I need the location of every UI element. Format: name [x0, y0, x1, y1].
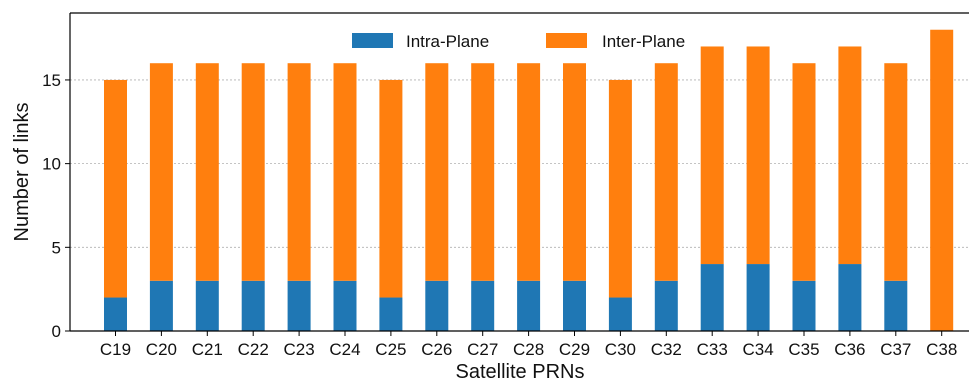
y-tick-label: 0 — [52, 322, 61, 341]
bar-intra-plane-c29 — [563, 280, 586, 331]
bar-intra-plane-c20 — [149, 280, 173, 331]
bar-intra-plane-c21 — [195, 280, 219, 331]
bar-intra-plane-c36 — [838, 264, 862, 331]
bar-inter-plane-c28 — [517, 63, 541, 281]
x-tick-label: C25 — [375, 340, 406, 359]
legend-swatch — [352, 33, 393, 48]
y-tick-label: 5 — [52, 238, 61, 257]
bar-intra-plane-c37 — [884, 280, 908, 331]
bar-inter-plane-c27 — [471, 63, 495, 281]
x-tick-label: C26 — [421, 340, 452, 359]
bar-intra-plane-c23 — [287, 280, 311, 331]
y-axis-label: Number of links — [11, 103, 33, 242]
bar-inter-plane-c23 — [287, 63, 311, 281]
x-tick-label: C29 — [559, 340, 590, 359]
bar-intra-plane-c24 — [333, 280, 357, 331]
x-tick-label: C30 — [605, 340, 636, 359]
bar-inter-plane-c25 — [379, 79, 403, 298]
bar-inter-plane-c20 — [149, 63, 173, 281]
bar-inter-plane-c22 — [241, 63, 265, 281]
bar-inter-plane-c32 — [654, 63, 678, 281]
bar-intra-plane-c32 — [654, 280, 678, 331]
x-tick-label: C32 — [651, 340, 682, 359]
bar-intra-plane-c34 — [746, 264, 770, 331]
x-tick-label: C27 — [467, 340, 498, 359]
x-tick-label: C24 — [329, 340, 360, 359]
bar-inter-plane-c35 — [792, 63, 816, 281]
legend-label: Inter-Plane — [602, 32, 685, 51]
bar-intra-plane-c25 — [379, 297, 403, 331]
bar-intra-plane-c30 — [608, 297, 632, 331]
bar-inter-plane-c38 — [930, 29, 954, 331]
x-tick-label: C37 — [880, 340, 911, 359]
x-axis-label: Satellite PRNs — [456, 361, 585, 383]
bar-intra-plane-c35 — [792, 280, 816, 331]
bar-inter-plane-c29 — [563, 63, 586, 281]
bar-inter-plane-c24 — [333, 63, 357, 281]
legend: Intra-Plane Inter-Plane — [352, 32, 685, 51]
bar-inter-plane-c21 — [195, 63, 219, 281]
y-tick-label: 10 — [42, 155, 61, 174]
bars — [104, 29, 954, 331]
x-tick-label: C22 — [238, 340, 269, 359]
x-tick-label: C33 — [697, 340, 728, 359]
x-tick-label: C20 — [146, 340, 177, 359]
x-tick-label: C34 — [743, 340, 774, 359]
bar-inter-plane-c34 — [746, 46, 770, 265]
bar-inter-plane-c37 — [884, 63, 908, 281]
x-tick-label: C28 — [513, 340, 544, 359]
bar-intra-plane-c33 — [700, 264, 724, 331]
bar-intra-plane-c26 — [425, 280, 449, 331]
bar-inter-plane-c30 — [608, 79, 632, 298]
x-tick-label: C38 — [926, 340, 957, 359]
legend-label: Intra-Plane — [406, 32, 489, 51]
bar-inter-plane-c26 — [425, 63, 449, 281]
bar-inter-plane-c19 — [104, 79, 127, 298]
legend-swatch — [546, 33, 587, 48]
y-axis-ticks: 0 5 10 15 — [42, 71, 70, 341]
x-tick-label: C19 — [100, 340, 131, 359]
x-tick-label: C36 — [834, 340, 865, 359]
bar-intra-plane-c27 — [471, 280, 495, 331]
bar-inter-plane-c36 — [838, 46, 862, 265]
x-tick-label: C21 — [192, 340, 223, 359]
axes — [69, 12, 969, 332]
x-tick-label: C35 — [788, 340, 819, 359]
bar-inter-plane-c33 — [700, 46, 724, 265]
x-axis-ticks: C19 C20 C21 C22 C23 C24 C25 C26 C27 C28 C29 C30 C32 C… — [100, 331, 957, 359]
bar-intra-plane-c22 — [241, 280, 265, 331]
bar-intra-plane-c19 — [104, 297, 127, 331]
bar-intra-plane-c28 — [517, 280, 541, 331]
y-tick-label: 15 — [42, 71, 61, 90]
x-tick-label: C23 — [284, 340, 315, 359]
